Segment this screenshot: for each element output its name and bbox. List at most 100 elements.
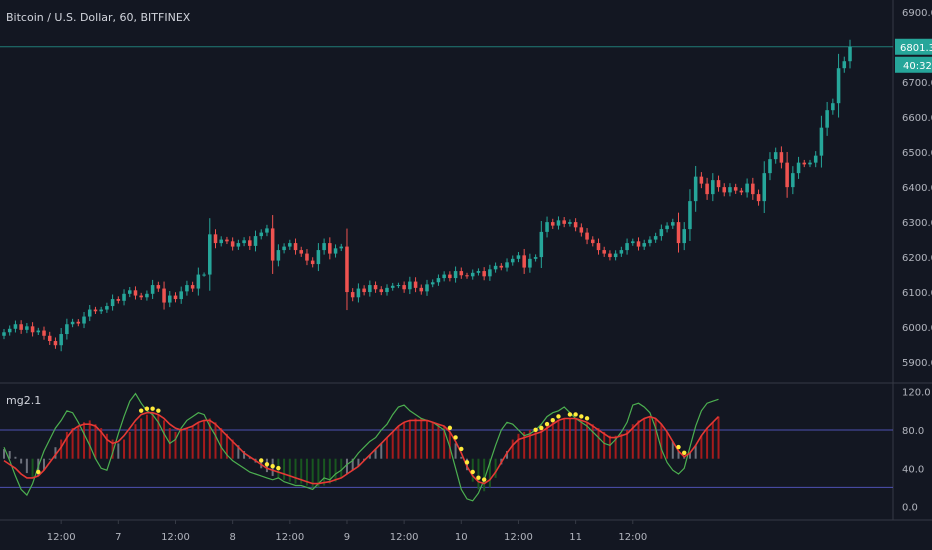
histogram-bar — [620, 433, 623, 459]
signal-dot — [550, 418, 555, 423]
signal-dot — [156, 408, 161, 413]
signal-dot — [276, 465, 281, 471]
histogram-bar — [660, 424, 663, 459]
candle-body — [728, 187, 732, 193]
candle-body — [333, 248, 338, 254]
candle-body — [745, 183, 749, 193]
histogram-bar — [711, 422, 714, 459]
candle-body — [831, 103, 835, 111]
last-price-label: 6801.3 — [900, 43, 932, 54]
candle-body — [825, 110, 829, 128]
candle-body — [671, 222, 675, 226]
histogram-bar — [311, 458, 314, 488]
histogram-bar — [288, 458, 291, 482]
histogram-bar — [403, 422, 406, 459]
candle-body — [585, 232, 589, 240]
candle-body — [653, 236, 658, 240]
histogram-bar — [191, 426, 194, 459]
histogram-bar — [260, 458, 263, 469]
candle-body — [265, 228, 269, 233]
candle-body — [270, 228, 275, 261]
candle-body — [476, 271, 481, 273]
histogram-bar — [643, 418, 646, 459]
candle-body — [813, 155, 818, 163]
candle-body — [573, 222, 578, 228]
candle-body — [139, 295, 143, 298]
candle-body — [242, 240, 246, 244]
histogram-bar — [666, 431, 669, 459]
histogram-bar — [180, 429, 183, 459]
candle-body — [248, 240, 252, 246]
histogram-bar — [157, 414, 160, 459]
signal-dot — [138, 408, 144, 413]
candle-body — [425, 284, 429, 292]
candle-body — [556, 220, 561, 226]
histogram-bar — [603, 431, 606, 459]
histogram-bar — [25, 458, 28, 474]
candle-body — [848, 46, 852, 62]
candle-body — [459, 271, 464, 276]
candle-body — [379, 289, 384, 293]
candle-body — [110, 299, 115, 307]
candle-body — [590, 239, 595, 244]
histogram-bar — [48, 458, 51, 460]
candle-body — [482, 271, 486, 277]
candle-body — [202, 274, 206, 276]
histogram-bar — [677, 451, 680, 459]
candle-body — [122, 293, 126, 301]
indicator-tick-label: 0.0 — [902, 503, 918, 514]
histogram-bar — [568, 418, 571, 459]
signal-dot — [567, 412, 573, 417]
candle-body — [762, 173, 767, 202]
histogram-bar — [506, 451, 509, 459]
time-tick-label: 8 — [229, 532, 235, 543]
histogram-bar — [20, 458, 23, 464]
histogram-bar — [105, 433, 108, 459]
candle-body — [93, 309, 98, 312]
histogram-bar — [220, 428, 223, 459]
histogram-bar — [197, 422, 200, 459]
candle-body — [516, 255, 521, 259]
histogram-bar — [117, 443, 120, 459]
candle-body — [59, 334, 63, 346]
signal-dot — [36, 469, 41, 475]
time-tick-label: 12:00 — [618, 532, 647, 543]
indicator-signal-dots — [36, 406, 687, 482]
histogram-bar — [231, 439, 234, 459]
candle-body — [236, 243, 241, 247]
candle-body — [13, 324, 18, 329]
candle-body — [328, 243, 332, 254]
chart-title[interactable]: Bitcoin / U.S. Dollar, 60, BITFINEX — [6, 11, 191, 24]
candle-body — [539, 231, 544, 258]
histogram-bar — [648, 416, 651, 459]
histogram-bar — [83, 422, 86, 459]
price-tick-label: 6400.0 — [902, 183, 932, 194]
candle-body — [739, 190, 744, 193]
candle-body — [65, 324, 69, 335]
candle-body — [505, 262, 509, 268]
histogram-bar — [225, 433, 228, 459]
histogram-bar — [397, 426, 400, 459]
signal-dot — [144, 406, 150, 411]
histogram-bar — [597, 428, 600, 459]
histogram-bar — [706, 428, 709, 459]
signal-dot — [150, 406, 155, 411]
candle-body — [528, 258, 532, 268]
indicator-title[interactable]: mg2.1 — [6, 394, 42, 407]
histogram-bar — [431, 422, 434, 459]
price-tick-label: 6000.0 — [902, 323, 932, 334]
candle-body — [127, 290, 132, 294]
histogram-bar — [140, 418, 143, 459]
candle-body — [305, 253, 309, 261]
histogram-bar — [683, 456, 686, 459]
histogram-bar — [65, 431, 68, 459]
last-price-tag: 6801.3 — [895, 38, 932, 55]
candle-body — [253, 236, 258, 246]
time-tick-label: 11 — [569, 532, 582, 543]
candle-body — [562, 220, 566, 224]
histogram-bar — [340, 458, 343, 478]
candle-body — [276, 250, 281, 261]
candle-body — [436, 278, 441, 283]
signal-dot — [579, 414, 584, 419]
